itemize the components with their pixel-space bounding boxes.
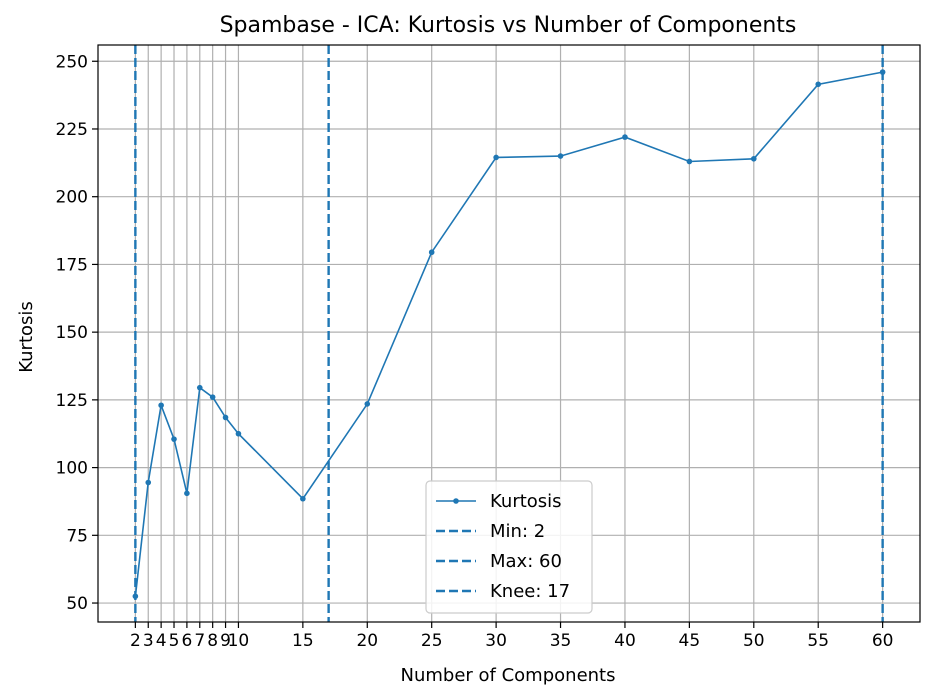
data-point <box>622 134 628 140</box>
series-layer <box>132 69 886 600</box>
data-point <box>879 69 886 75</box>
x-tick-label: 35 <box>550 631 572 651</box>
y-axis-label: Kurtosis <box>16 301 37 373</box>
legend: Kurtosis Min: 2 Max: 60 Knee: 17 <box>425 480 593 614</box>
data-point <box>132 593 139 600</box>
x-tick-label: 10 <box>228 631 250 651</box>
y-tick-label: 250 <box>56 52 88 72</box>
reference-lines <box>134 45 884 622</box>
data-point <box>364 401 371 407</box>
x-tick-label: 6 <box>181 631 192 651</box>
x-tick-label: 3 <box>143 631 154 651</box>
data-point <box>235 430 242 437</box>
x-tick-label: 60 <box>872 631 894 651</box>
y-tick-label: 125 <box>56 391 88 411</box>
y-tick-label: 225 <box>56 120 88 140</box>
x-tick-label: 50 <box>743 631 765 651</box>
data-point <box>300 495 306 502</box>
y-tick-label: 100 <box>56 459 88 479</box>
x-axis-ticks: 2 3 4 5 6 7 8 910 15 20 25 30 35 40 45 50 55 60 <box>130 622 894 651</box>
legend-label: Max: 60 <box>490 551 562 572</box>
legend-box <box>425 480 593 614</box>
x-tick-label: 30 <box>485 631 507 651</box>
grid <box>98 45 920 622</box>
y-tick-label: 50 <box>66 594 88 614</box>
chart-title: Spambase - ICA: Kurtosis vs Number of Co… <box>220 13 797 38</box>
data-point <box>428 249 435 256</box>
data-point <box>750 155 757 162</box>
data-point <box>815 81 822 88</box>
y-tick-label: 150 <box>56 323 88 343</box>
data-point <box>184 490 190 497</box>
y-tick-label: 75 <box>66 526 88 546</box>
x-tick-label: 4 <box>156 631 167 651</box>
x-tick-label: 7 <box>194 631 205 651</box>
legend-swatch-marker <box>453 498 459 504</box>
data-point <box>222 414 229 421</box>
x-tick-label: 9 <box>220 631 231 651</box>
data-point <box>557 153 564 159</box>
x-tick-label: 5 <box>169 631 180 651</box>
x-tick-label: 15 <box>292 631 314 651</box>
x-tick-label: 55 <box>807 631 829 651</box>
data-point <box>209 394 216 400</box>
data-point <box>196 384 203 391</box>
data-point <box>145 479 152 486</box>
data-point <box>171 436 177 442</box>
data-point <box>686 158 693 165</box>
y-axis-ticks: 50 75 100 125 150 175 200 225 250 <box>56 52 98 614</box>
y-tick-label: 200 <box>56 188 88 208</box>
y-tick-label: 175 <box>56 255 88 275</box>
data-point <box>493 154 499 161</box>
x-tick-label: 25 <box>421 631 443 651</box>
x-tick-label: 2 <box>130 631 141 651</box>
x-tick-label: 8 <box>207 631 218 651</box>
x-tick-label: 20 <box>356 631 378 651</box>
legend-label: Min: 2 <box>490 521 545 542</box>
data-point <box>158 402 164 409</box>
legend-label: Kurtosis <box>490 491 562 512</box>
x-tick-label: 40 <box>614 631 636 651</box>
x-axis-label: Number of Components <box>401 665 616 686</box>
plot-frame <box>97 44 921 623</box>
x-tick-label: 45 <box>679 631 701 651</box>
legend-label: Knee: 17 <box>490 581 570 602</box>
